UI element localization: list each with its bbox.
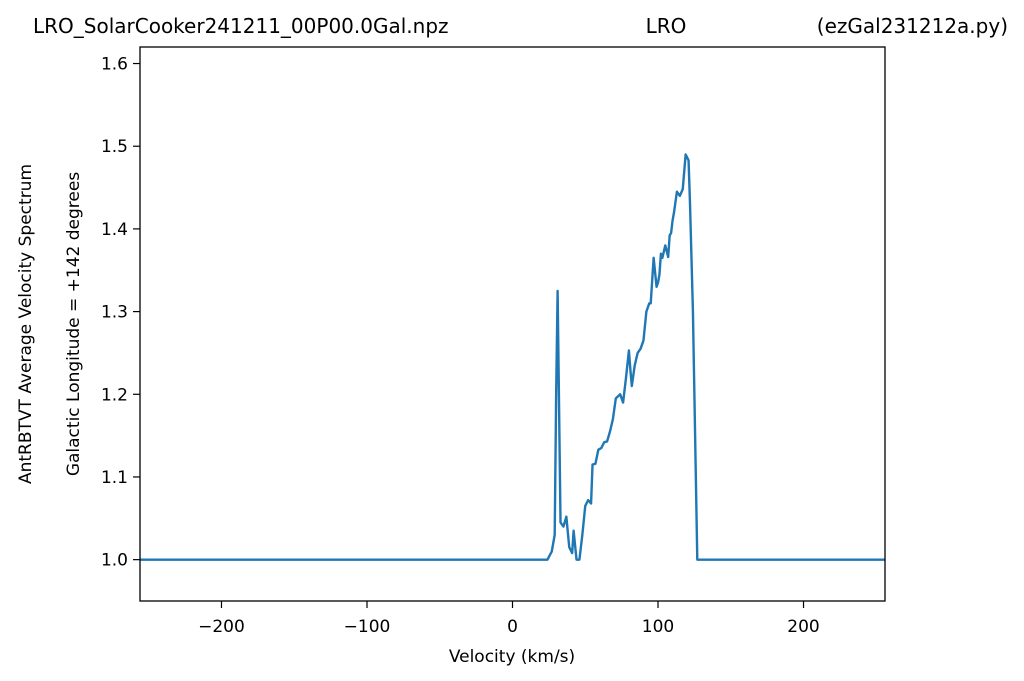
x-axis-ticks: −200 −100 0 100 200 — [198, 601, 820, 637]
x-tick-label: 200 — [787, 617, 819, 637]
y-tick-label: 1.5 — [101, 137, 128, 157]
y-axis-label: AntRBTVT Average Velocity Spectrum — [16, 164, 36, 484]
y-tick-label: 1.1 — [101, 468, 128, 488]
chart-title-filename: LRO_SolarCooker241211_00P00.0Gal.npz — [33, 14, 449, 38]
y-axis-ticks: 1.0 1.1 1.2 1.3 1.4 1.5 1.6 — [101, 55, 140, 571]
chart-title-script: (ezGal231212a.py) — [817, 14, 1008, 38]
x-tick-label: 100 — [642, 617, 674, 637]
x-tick-label: 0 — [507, 617, 518, 637]
y-tick-label: 1.2 — [101, 385, 128, 405]
x-tick-label: −200 — [198, 617, 245, 637]
axes-frame — [139, 46, 886, 602]
chart-title-center: LRO — [646, 14, 687, 38]
y-axis-label-longitude: Galactic Longitude = +142 degrees — [64, 172, 84, 476]
plot-area — [140, 153, 885, 561]
y-tick-label: 1.4 — [101, 220, 128, 240]
x-tick-label: −100 — [344, 617, 391, 637]
y-tick-label: 1.0 — [101, 551, 128, 571]
spectrum-line — [140, 153, 885, 561]
y-tick-label: 1.6 — [101, 55, 128, 75]
x-axis-label: Velocity (km/s) — [449, 647, 575, 667]
y-tick-label: 1.3 — [101, 303, 128, 323]
